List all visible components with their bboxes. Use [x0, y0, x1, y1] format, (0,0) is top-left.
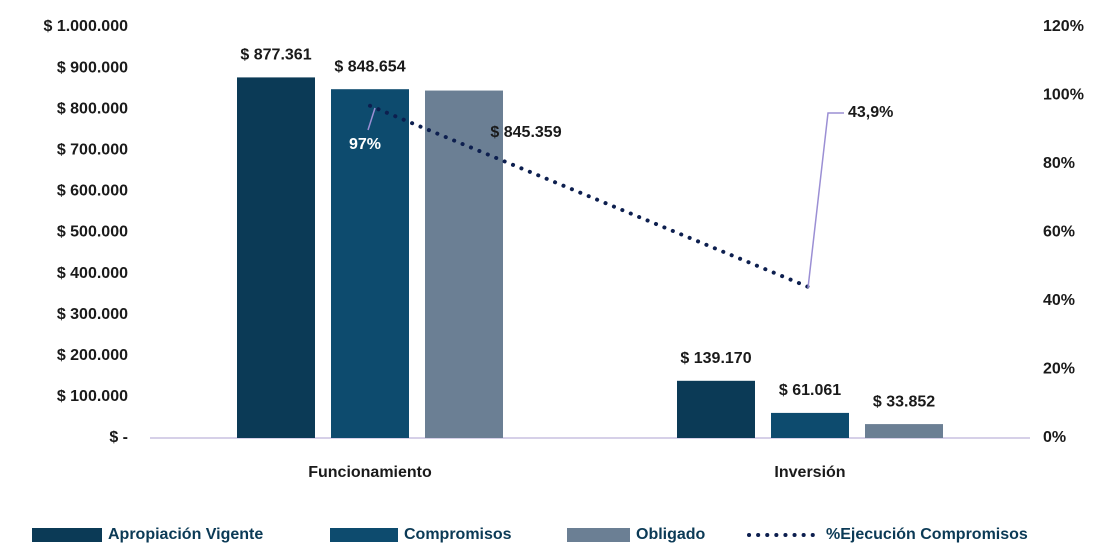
y2-tick-label: 20%	[1043, 361, 1075, 378]
bar	[331, 89, 409, 438]
bar	[771, 412, 849, 438]
y-tick-label: $ 800.000	[57, 100, 128, 117]
x-tick-label: Inversión	[774, 464, 845, 481]
y2-tick-label: 80%	[1043, 155, 1075, 172]
legend-label: Apropiación Vigente	[108, 526, 263, 543]
y-tick-label: $ 600.000	[57, 183, 128, 200]
y2-tick-label: 60%	[1043, 224, 1075, 241]
legend-label: Obligado	[636, 526, 706, 543]
bar	[677, 380, 755, 438]
y-tick-label: $ 900.000	[57, 59, 128, 76]
legend-swatch	[32, 528, 102, 542]
data-label: $ 877.361	[240, 47, 311, 64]
data-label: $ 848.654	[334, 58, 405, 75]
y-tick-label: $ 300.000	[57, 306, 128, 323]
bar	[865, 424, 943, 438]
leader-line	[367, 107, 376, 131]
y-tick-label: $ 400.000	[57, 265, 128, 282]
legend-swatch	[330, 528, 398, 542]
y2-tick-label: 0%	[1043, 429, 1066, 446]
bar	[425, 90, 503, 439]
y-tick-label: $ 500.000	[57, 224, 128, 241]
data-label: $ 61.061	[779, 382, 841, 399]
x-tick-label: Funcionamiento	[308, 464, 432, 481]
line-series	[368, 103, 812, 290]
y-tick-label: $ -	[109, 429, 128, 446]
legend-label: %Ejecución Compromisos	[826, 526, 1028, 543]
legend-swatch	[567, 528, 630, 542]
y-tick-label: $ 700.000	[57, 142, 128, 159]
y2-tick-label: 100%	[1043, 87, 1084, 104]
leader-line	[807, 112, 844, 289]
y2-tick-label: 40%	[1043, 292, 1075, 309]
y2-tick-label: 120%	[1043, 18, 1084, 35]
data-label: 97%	[349, 136, 381, 153]
bar	[237, 77, 315, 438]
data-label: $ 33.852	[873, 393, 935, 410]
data-label: $ 845.359	[490, 124, 561, 141]
data-label: $ 139.170	[680, 350, 751, 367]
data-label: 43,9%	[848, 104, 893, 121]
legend-label: Compromisos	[404, 526, 512, 543]
y-tick-label: $ 1.000.000	[43, 18, 128, 35]
y-tick-label: $ 100.000	[57, 388, 128, 405]
y-tick-label: $ 200.000	[57, 347, 128, 364]
